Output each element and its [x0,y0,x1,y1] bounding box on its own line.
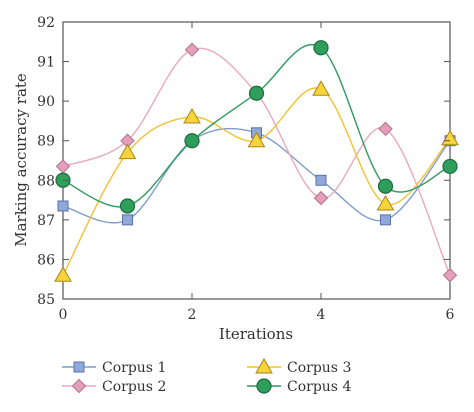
y-tick-label: 89 [37,134,55,150]
data-point-series-2 [313,190,329,206]
legend-item: Corpus 2 [62,378,166,395]
x-tick-label: 6 [446,307,455,323]
x-tick-label: 0 [59,307,68,323]
data-point-series-2 [184,42,200,57]
y-tick-label: 90 [37,94,55,110]
data-point-series-3 [118,143,137,160]
data-point-series-4 [184,133,200,149]
legend: Corpus 1 Corpus 2 Corpus 3 Corpus 4 [62,357,351,395]
data-point-series-4 [313,40,329,56]
data-point-series-3 [312,80,330,96]
series-line-3 [62,87,451,276]
legend-marker [256,378,272,394]
data-point-series-1 [122,214,133,226]
y-axis: 85 86 87 88 89 90 91 92 [37,15,450,308]
data-point-series-4 [442,158,458,175]
y-tick-label: 92 [37,15,55,31]
y-tick-label: 88 [37,173,55,189]
data-point-series-3 [183,107,201,124]
data-point-series-4 [377,178,394,194]
y-tick-label: 87 [37,213,55,229]
x-axis-label: Iterations [219,325,293,343]
y-tick-label: 91 [37,55,55,71]
y-axis-label: Marking accuracy rate [12,73,30,247]
legend-label: Corpus 3 [287,360,351,376]
data-point-series-2 [55,159,71,174]
x-tick-label: 2 [188,307,197,323]
data-point-series-3 [54,266,72,282]
data-point-series-4 [248,85,265,101]
legend-label: Corpus 1 [102,360,166,376]
legend-marker [255,357,273,374]
x-axis: 0 2 4 6 [59,22,455,323]
x-tick-label: 4 [317,307,326,323]
plot-area [54,21,459,300]
data-point-series-1 [315,174,327,186]
data-point-series-3 [441,129,459,146]
legend-marker [71,378,87,394]
y-tick-label: 86 [37,252,55,268]
data-point-series-3 [247,131,266,148]
data-point-series-2 [378,121,393,137]
y-tick-label: 85 [37,292,55,308]
data-point-series-3 [376,195,395,211]
legend-label: Corpus 4 [287,379,351,395]
series-lines [62,44,451,276]
series-markers [54,40,459,283]
legend-item: Corpus 4 [247,378,351,395]
legend-item: Corpus 1 [62,360,166,376]
series-line-2 [62,47,451,276]
data-point-series-2 [442,268,458,283]
data-point-series-4 [119,198,136,214]
legend-label: Corpus 2 [102,379,166,395]
data-point-series-1 [380,214,391,226]
legend-marker [73,361,85,373]
legend-item: Corpus 3 [247,357,351,376]
data-point-series-1 [57,200,69,212]
